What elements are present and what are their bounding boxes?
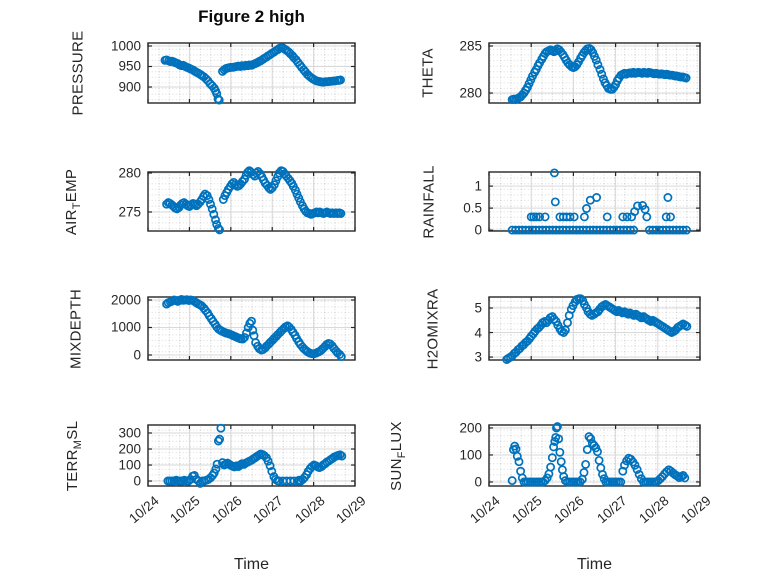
subplot-pressure (147, 42, 356, 105)
y-tick-label: 4 (474, 325, 482, 341)
tick-marks (488, 297, 701, 360)
y-tick-label: 900 (118, 79, 141, 95)
axes-frame (488, 171, 701, 232)
y-tick-label: 1000 (110, 319, 141, 335)
tick-marks (488, 43, 701, 103)
y-tick-label: 1 (474, 178, 482, 194)
figure-title: Figure 2 high (198, 7, 305, 26)
y-tick-label: 280 (118, 165, 141, 181)
scatter-series (162, 294, 346, 362)
scatter-series (163, 423, 347, 488)
y-tick-label: 950 (118, 58, 141, 74)
scatter-series (502, 294, 692, 364)
y-tick-label: 0.5 (463, 200, 482, 216)
scatter-series (507, 422, 690, 487)
subplot-mixdepth (147, 294, 356, 362)
axes-frame (147, 424, 356, 487)
tick-marks (147, 425, 356, 486)
axes-frame (147, 42, 356, 104)
y-tick-label: 3 (474, 349, 482, 365)
y-tick-label: 5 (474, 300, 482, 316)
subplot-sun_flux (488, 422, 701, 487)
y-axis-label: RAINFALL (420, 164, 438, 239)
y-tick-label: 0 (474, 222, 482, 238)
y-axis-label: TERRMSL (64, 420, 84, 491)
y-tick-label: 0 (474, 474, 482, 490)
y-tick-label: 100 (118, 457, 141, 473)
y-axis-label: MIXDEPTH (67, 288, 85, 369)
axes-frame (147, 296, 356, 361)
subplots-group (147, 42, 701, 488)
y-axis-label: THETA (419, 48, 437, 98)
y-tick-label: 200 (459, 420, 482, 436)
tick-marks (147, 43, 356, 103)
scatter-series (162, 166, 346, 235)
x-axis-label-left: Time (234, 556, 269, 573)
scatter-series (507, 168, 691, 235)
tick-marks (147, 172, 356, 231)
y-tick-label: 2000 (110, 292, 141, 308)
scatter-series (160, 43, 345, 105)
subplot-rainfall (488, 168, 701, 235)
x-axis-label-right: Time (577, 556, 612, 573)
axes-frame (488, 42, 701, 104)
subplot-terr_msl (147, 423, 356, 488)
y-axis-label: SUNFLUX (388, 420, 408, 491)
y-axis-label: AIRTEMP (63, 168, 83, 235)
y-axis-label: H2OMIXRA (424, 288, 442, 369)
y-tick-label: 285 (459, 38, 482, 54)
minor-grid (149, 44, 354, 102)
subplot-air_temp (147, 166, 356, 235)
subplot-h2omixra (488, 294, 701, 364)
y-tick-label: 200 (118, 441, 141, 457)
y-tick-label: 1000 (110, 38, 141, 54)
y-tick-label: 100 (459, 447, 482, 463)
axes-frame (488, 296, 701, 361)
y-axis-label: PRESSURE (69, 30, 87, 116)
y-tick-label: 280 (459, 85, 482, 101)
y-tick-label: 300 (118, 425, 141, 441)
subplot-theta (488, 42, 701, 105)
y-tick-label: 0 (133, 473, 141, 489)
y-tick-label: 275 (118, 204, 141, 220)
y-tick-label: 0 (133, 347, 141, 363)
scatter-series (507, 43, 691, 105)
